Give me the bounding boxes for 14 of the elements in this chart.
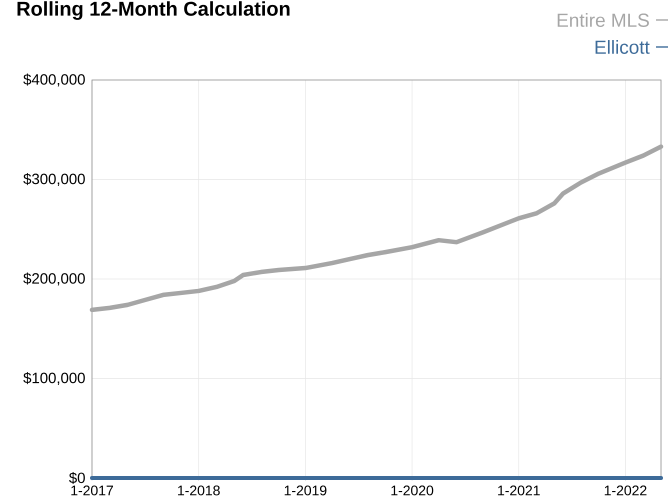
x-tick-label: 1-2021 bbox=[498, 486, 540, 496]
y-tick-label: $100,000 bbox=[23, 372, 85, 385]
x-tick-label: 1-2017 bbox=[71, 486, 114, 496]
chart-title: Rolling 12-Month Calculation bbox=[18, 1, 290, 20]
legend-label: Ellicott bbox=[596, 40, 650, 54]
legend-label: Entire MLS bbox=[558, 13, 649, 27]
x-tick-label: 1-2019 bbox=[284, 486, 326, 496]
x-tick-label: 1-2018 bbox=[178, 486, 220, 496]
y-tick-label: $0 bbox=[69, 472, 85, 484]
x-tick-label: 1-2022 bbox=[604, 486, 646, 496]
y-tick-label: $300,000 bbox=[23, 173, 85, 186]
y-tick-label: $400,000 bbox=[23, 74, 85, 86]
y-tick-label: $200,000 bbox=[23, 272, 85, 286]
x-tick-label: 1-2020 bbox=[391, 486, 434, 496]
